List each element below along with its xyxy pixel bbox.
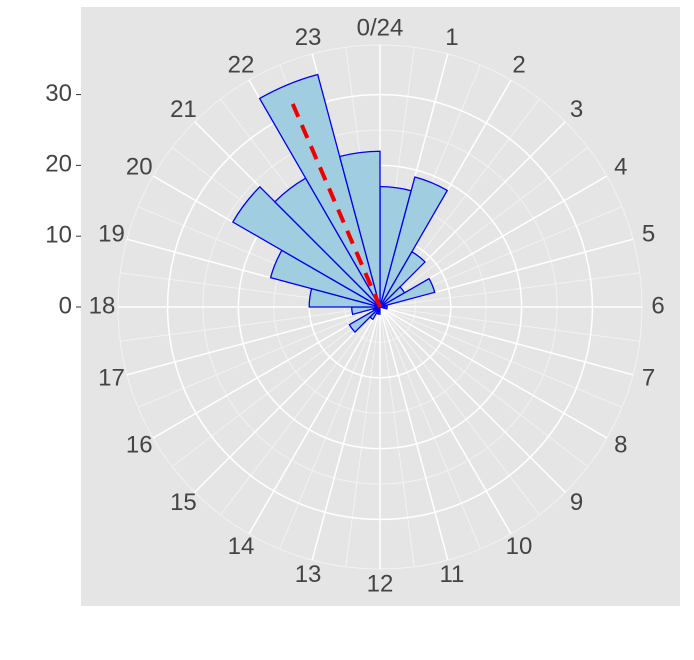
bar (338, 150, 381, 308)
x-tick-label: 11 (439, 561, 464, 588)
bar (348, 306, 381, 333)
bar (258, 73, 381, 308)
grid-spoke (194, 306, 381, 493)
x-tick-label: 22 (228, 52, 255, 79)
x-tick-label: 8 (614, 431, 627, 458)
x-tick-label: 2 (512, 52, 525, 79)
x-tick-label: 18 (89, 292, 116, 319)
x-tick-label: 13 (295, 561, 322, 588)
grid-minor-spoke (379, 147, 589, 308)
mean-line (288, 98, 382, 308)
grid-minor-spoke (379, 272, 640, 308)
grid-spoke (152, 306, 381, 439)
grid-minor-spoke (379, 306, 623, 408)
grid-minor-spoke (379, 306, 589, 467)
x-tick-label: 3 (570, 96, 583, 123)
grid-minor-spoke (220, 306, 381, 516)
bar (231, 185, 381, 308)
grid-minor-spoke (279, 306, 381, 550)
x-tick-label: 10 (506, 533, 533, 560)
x-tick-label: 21 (170, 96, 197, 123)
grid-spoke (379, 306, 449, 561)
x-tick-label: 19 (98, 220, 125, 247)
x-tick-label: 6 (651, 292, 664, 319)
grid-minor-spoke (379, 306, 481, 550)
grid-spoke (379, 306, 512, 535)
x-tick-label: 14 (228, 533, 255, 560)
y-tick-label: 30 (45, 80, 72, 107)
y-tick-label: 20 (45, 151, 72, 178)
x-tick-label: 23 (295, 24, 322, 51)
grid-spoke (379, 306, 608, 439)
x-tick-label: 16 (126, 431, 153, 458)
bar (379, 277, 436, 308)
grid-spoke (379, 306, 566, 493)
grid-minor-spoke (137, 306, 381, 408)
grid-spoke (126, 306, 381, 376)
grid-minor-spoke (379, 306, 415, 567)
grid-minor-spoke (345, 306, 381, 567)
y-tick-label: 0 (59, 292, 72, 319)
grid-spoke (379, 306, 634, 376)
grid-minor-spoke (120, 306, 381, 342)
bar (379, 306, 388, 310)
x-tick-label: 20 (126, 153, 153, 180)
grid-minor-spoke (171, 306, 381, 467)
grid-minor-spoke (379, 306, 640, 342)
grid-minor-spoke (379, 306, 540, 516)
x-tick-label: 1 (445, 24, 458, 51)
x-tick-label: 0/24 (357, 14, 404, 41)
x-tick-label: 17 (98, 364, 125, 391)
grid-spoke (311, 306, 381, 561)
x-tick-label: 5 (642, 220, 655, 247)
bar (379, 250, 426, 308)
x-tick-label: 4 (614, 153, 627, 180)
x-tick-label: 12 (367, 570, 394, 597)
bar (379, 176, 449, 308)
x-tick-label: 15 (170, 489, 197, 516)
x-tick-label: 7 (642, 364, 655, 391)
y-tick-label: 10 (45, 222, 72, 249)
grid-spoke (248, 306, 381, 535)
x-tick-label: 9 (570, 489, 583, 516)
